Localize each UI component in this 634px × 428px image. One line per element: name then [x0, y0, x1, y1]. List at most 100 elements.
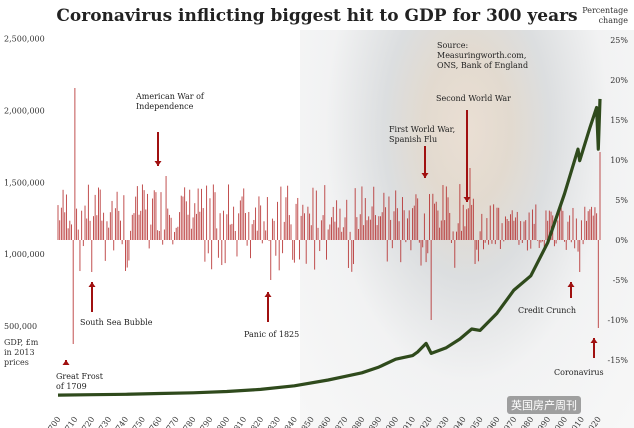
- pct-change-bar: [374, 215, 376, 240]
- source-note: Source: Measuringworth.com, ONS, Bank of…: [437, 41, 529, 70]
- pct-change-bar: [420, 240, 422, 266]
- pct-change-bar: [91, 240, 93, 272]
- pct-change-bar: [390, 219, 392, 240]
- pct-change-bar: [275, 240, 277, 256]
- pct-change-bar: [300, 215, 302, 240]
- left-tick-label: 2,500,000: [4, 35, 45, 44]
- x-tick-label: 1950: [466, 415, 485, 428]
- pct-change-bar: [135, 196, 137, 240]
- pct-change-bar: [591, 206, 593, 240]
- pct-change-bar: [280, 186, 282, 240]
- pct-change-bar: [344, 217, 346, 240]
- pct-change-bar: [304, 213, 305, 240]
- x-tick-label: 1780: [179, 415, 198, 428]
- pct-change-bar: [233, 206, 235, 240]
- pct-change-bar: [101, 220, 103, 240]
- pct-change-bar: [130, 230, 132, 240]
- pct-change-bar: [201, 188, 202, 240]
- left-axis-label: GDP, £m in 2013 prices: [4, 338, 39, 367]
- pct-change-bar: [79, 240, 81, 272]
- pct-change-bar: [580, 220, 582, 240]
- pct-change-bar: [322, 215, 324, 240]
- pct-change-bar: [347, 240, 349, 268]
- pct-change-bar: [109, 212, 111, 240]
- pct-change-bar: [140, 210, 142, 240]
- pct-change-bar: [123, 195, 125, 240]
- pct-change-bar: [456, 231, 457, 240]
- pct-change-bar: [319, 240, 321, 252]
- pct-change-bar: [317, 227, 319, 240]
- pct-change-bar: [359, 214, 361, 240]
- pct-change-bar: [211, 240, 213, 270]
- pct-change-bar: [81, 210, 83, 240]
- pct-change-bar: [472, 198, 474, 240]
- pct-change-bar: [99, 189, 101, 240]
- x-tick-label: 1890: [364, 415, 383, 428]
- annotation-coronavirus: Coronavirus: [554, 368, 604, 377]
- pct-change-bar: [410, 240, 412, 251]
- annotation-credit-crunch: Credit Crunch: [518, 306, 576, 315]
- pct-change-bar: [298, 240, 300, 260]
- pct-change-bar: [354, 188, 356, 240]
- pct-change-bar: [329, 224, 331, 240]
- panic-1825-arrow-head: [264, 292, 272, 297]
- pct-change-bar: [368, 216, 370, 240]
- pct-change-bar: [437, 210, 439, 240]
- pct-change-bar: [192, 217, 194, 240]
- pct-change-bar: [503, 240, 505, 242]
- pct-change-bar: [510, 214, 511, 240]
- pct-change-bar: [332, 206, 334, 240]
- pct-change-bar: [292, 240, 294, 260]
- pct-change-bar: [378, 216, 380, 240]
- x-tick-label: 1960: [483, 415, 502, 428]
- pct-change-bar: [434, 203, 435, 240]
- pct-change-bar: [60, 207, 62, 240]
- coronavirus-arrow-head: [590, 338, 598, 343]
- x-tick-label: 1870: [331, 415, 350, 428]
- pct-change-bar: [592, 215, 594, 240]
- great-frost-arrow-head: [62, 360, 70, 365]
- pct-change-bar: [557, 220, 559, 240]
- pct-change-bar: [263, 221, 265, 240]
- pct-change-bar: [520, 221, 522, 240]
- pct-change-bar: [363, 225, 365, 240]
- pct-change-bar: [564, 240, 566, 242]
- pct-change-bar: [337, 227, 339, 240]
- x-tick-label: 1920: [415, 415, 434, 428]
- x-tick-label: 1730: [94, 415, 113, 428]
- left-tick-label: 2,000,000: [4, 106, 45, 115]
- x-tick-label: 1910: [398, 415, 417, 428]
- pct-change-bar: [450, 240, 452, 244]
- pct-change-bar: [418, 240, 420, 243]
- pct-change-bar: [114, 208, 116, 240]
- x-tick-label: 1970: [499, 415, 518, 428]
- american-war-arrow-head: [154, 161, 162, 166]
- pct-change-bar: [413, 205, 415, 240]
- pct-change-bar: [315, 190, 317, 240]
- pct-change-bar: [128, 240, 130, 261]
- pct-change-bar: [150, 224, 152, 240]
- right-tick-label: 0%: [615, 236, 628, 245]
- pct-change-bar: [111, 200, 113, 240]
- pct-change-bar: [440, 220, 442, 240]
- south-sea-arrow-head: [88, 282, 96, 287]
- pct-change-bar: [89, 220, 91, 240]
- pct-change-bar: [302, 204, 304, 240]
- pct-change-bar: [579, 240, 581, 272]
- right-tick-label: 15%: [610, 116, 628, 125]
- pct-change-bar: [125, 240, 127, 271]
- pct-change-bar: [258, 196, 260, 240]
- pct-change-bar: [488, 240, 490, 245]
- pct-change-bar: [376, 225, 378, 240]
- right-tick-label: -15%: [608, 356, 629, 365]
- pct-change-bar: [570, 240, 572, 243]
- pct-change-bar: [501, 223, 503, 240]
- pct-change-bar: [435, 201, 437, 240]
- pct-change-bar: [86, 218, 88, 240]
- pct-change-bar: [596, 213, 598, 240]
- pct-change-bar: [238, 213, 240, 240]
- pct-change-bar: [98, 187, 99, 240]
- pct-change-bar: [282, 240, 284, 254]
- pct-change-bar: [295, 203, 297, 240]
